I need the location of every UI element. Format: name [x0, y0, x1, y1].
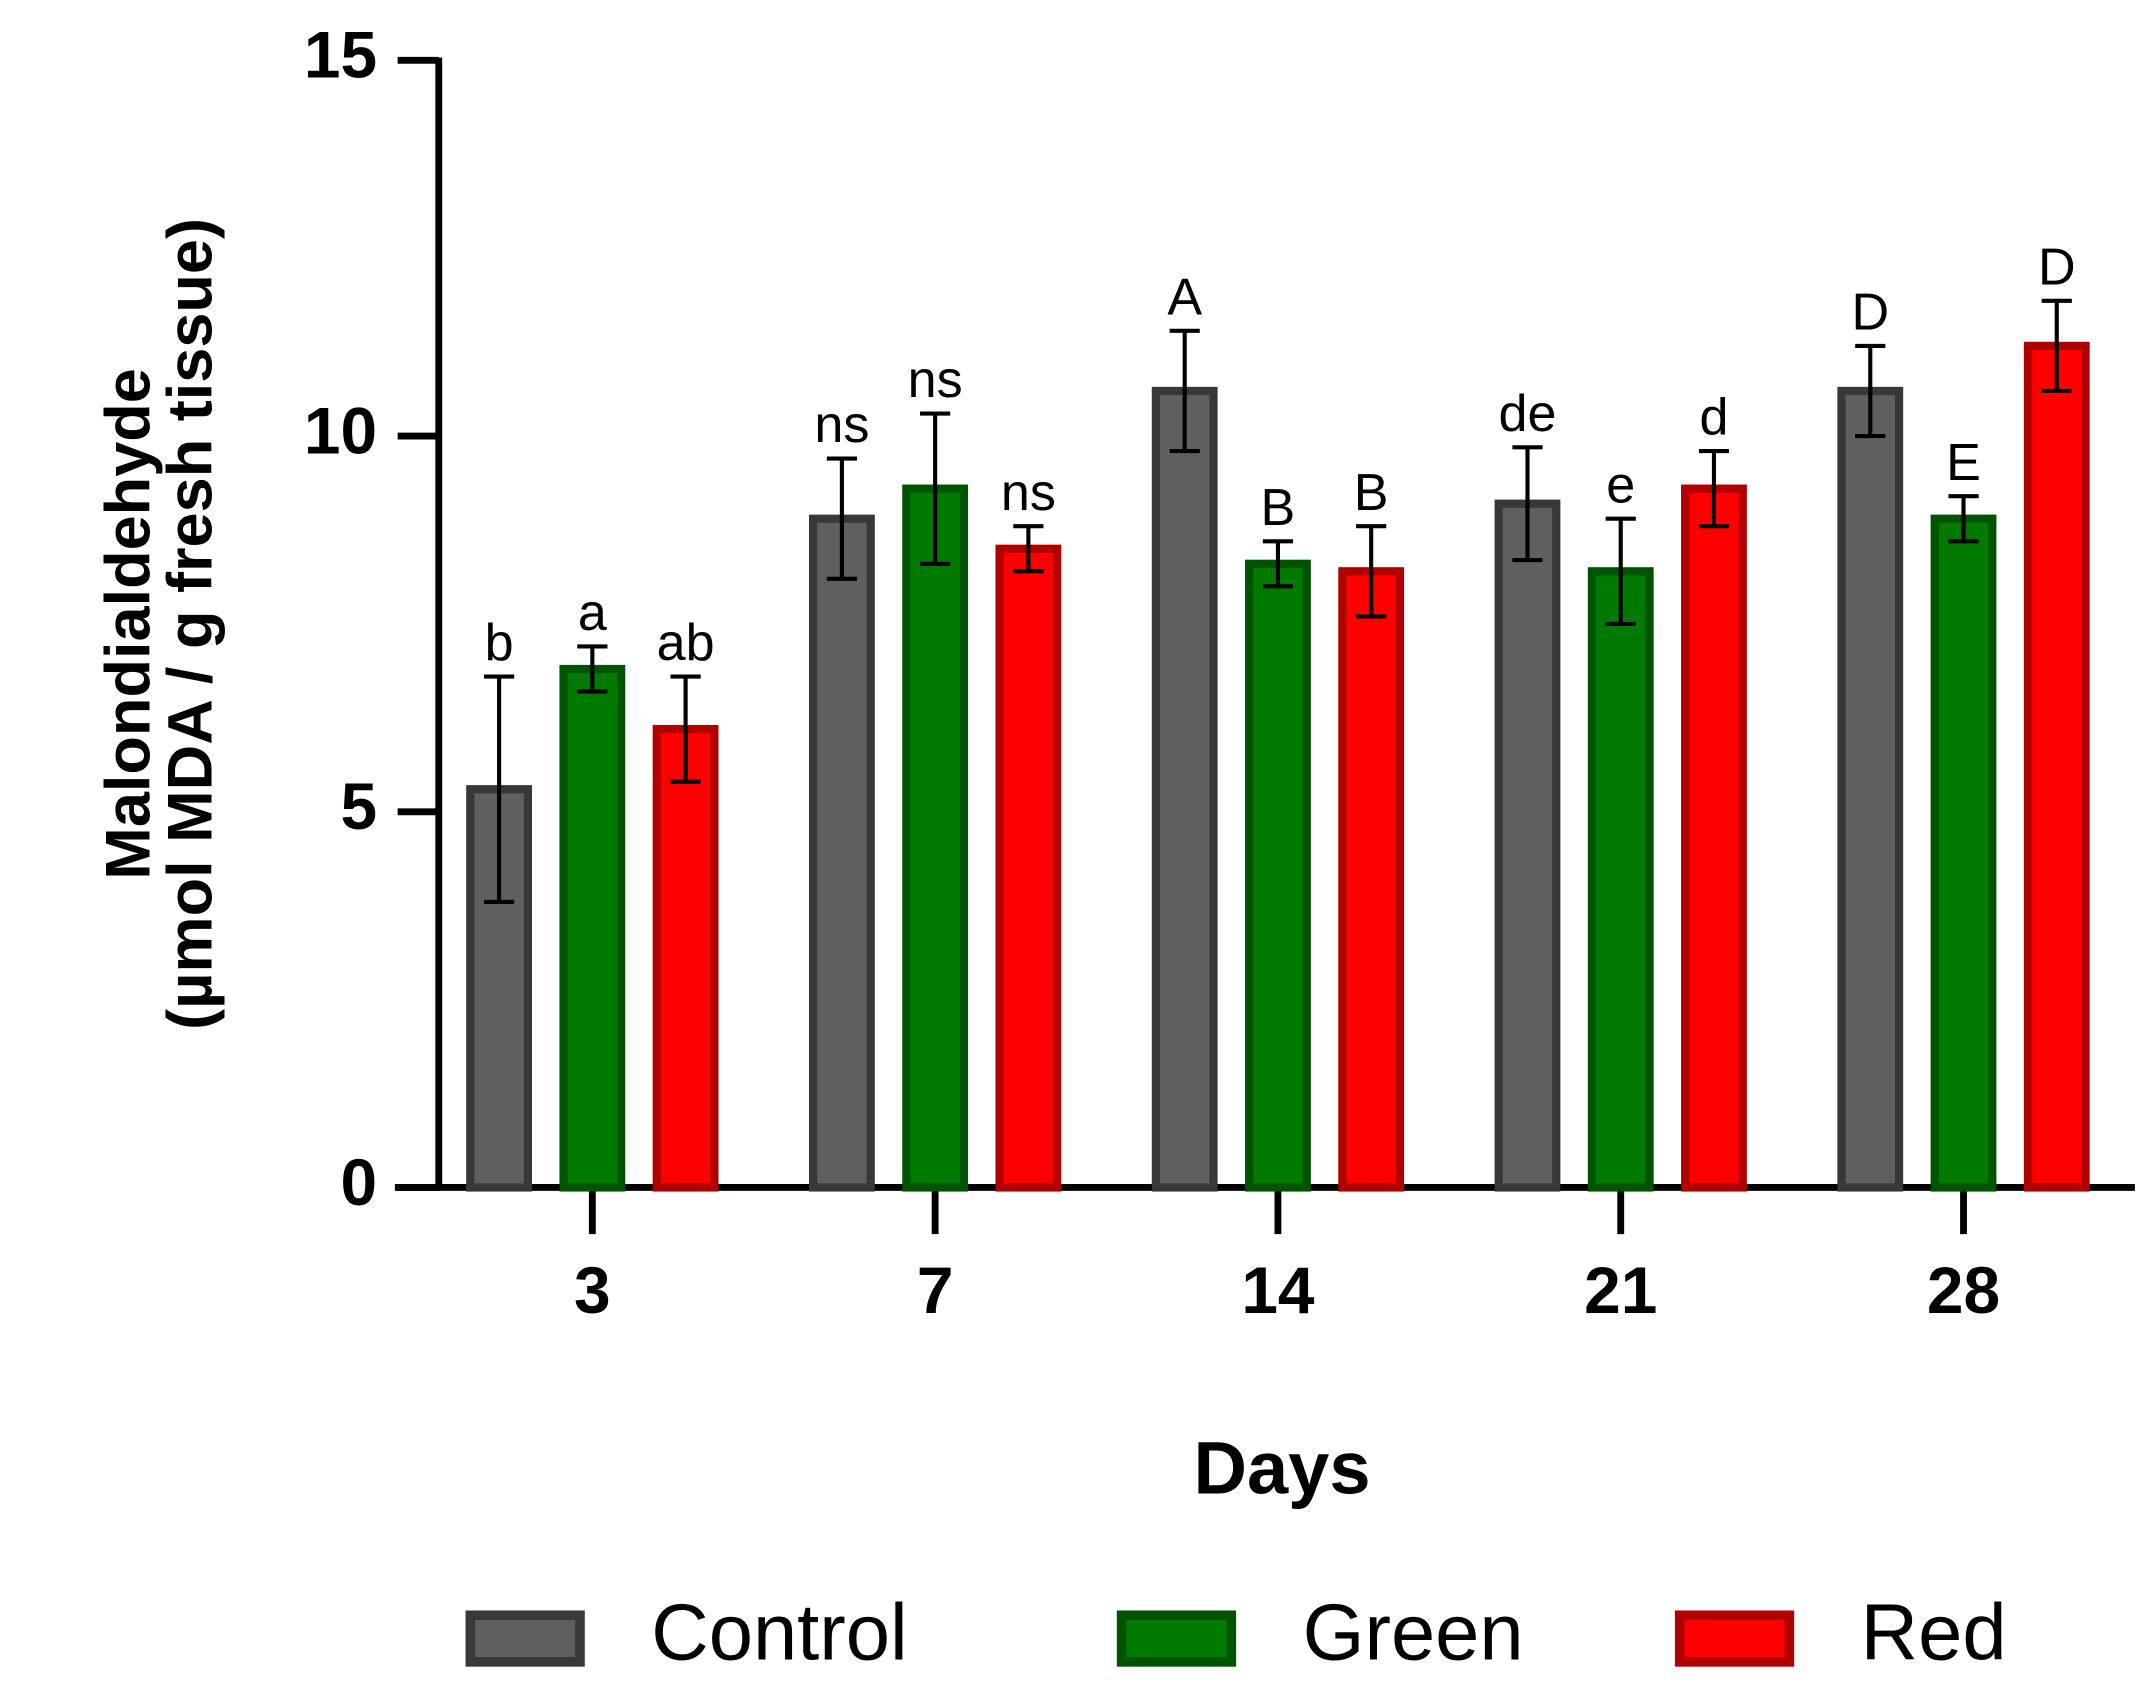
y-axis-title: Malondialdehyde [94, 368, 164, 880]
error-bar [1698, 449, 1730, 529]
x-tick-label: 3 [574, 1253, 611, 1327]
significance-label: B [1354, 464, 1389, 522]
legend-label: Red [1861, 1588, 2007, 1677]
error-bar [1512, 445, 1543, 563]
error-bar [2041, 298, 2072, 394]
bar [1837, 386, 1904, 1192]
error-bar [1356, 524, 1387, 619]
significance-label: b [485, 614, 514, 672]
error-bar [1013, 524, 1044, 574]
error-bar [484, 674, 515, 904]
bar [1338, 567, 1405, 1192]
y-tick-label: 5 [340, 769, 377, 843]
significance-label: A [1167, 268, 1202, 326]
significance-label: de [1499, 385, 1557, 443]
legend-swatch [465, 1610, 585, 1667]
significance-label: ab [657, 614, 715, 672]
y-tick-label: 15 [304, 18, 377, 92]
bar [1587, 567, 1654, 1192]
bar [1681, 484, 1747, 1192]
significance-label: B [1261, 479, 1296, 537]
y-axis-title: (µmol MDA / g fresh tissue) [155, 218, 225, 1030]
bar [2023, 341, 2090, 1192]
significance-label: E [1946, 434, 1981, 492]
bar [995, 544, 1062, 1192]
error-bar [1262, 539, 1294, 589]
error-bar [1169, 328, 1200, 454]
bar [1245, 559, 1311, 1192]
error-bar [1605, 516, 1636, 626]
legend-label: Green [1303, 1588, 1524, 1677]
error-bar [670, 674, 701, 784]
significance-label: D [2038, 238, 2076, 296]
x-tick-label: 28 [1927, 1253, 2000, 1327]
x-tick-label: 7 [917, 1253, 954, 1327]
significance-label: ns [1001, 464, 1056, 522]
x-axis-title: Days [1194, 1427, 1371, 1510]
significance-label: d [1699, 389, 1728, 447]
bar [902, 484, 969, 1192]
error-bar [826, 456, 857, 581]
x-tick-label: 21 [1584, 1253, 1657, 1327]
significance-label: D [1851, 283, 1889, 341]
bar [1930, 514, 1997, 1192]
bar [1494, 499, 1561, 1192]
bar [1151, 386, 1218, 1192]
error-bar [1855, 343, 1886, 439]
bar [808, 514, 875, 1192]
significance-label: ns [814, 396, 869, 454]
legend-label: Control [651, 1588, 907, 1677]
x-tick-label: 14 [1241, 1253, 1315, 1327]
error-bar [577, 644, 608, 694]
error-bar [1948, 494, 1979, 544]
bar [652, 724, 719, 1192]
significance-label: a [578, 584, 607, 642]
error-bar [920, 411, 951, 566]
y-tick-label: 10 [304, 393, 377, 467]
bar [559, 664, 626, 1192]
significance-label: ns [908, 351, 963, 409]
legend-swatch [1116, 1610, 1237, 1667]
legend-swatch [1674, 1610, 1795, 1667]
significance-label: e [1606, 456, 1635, 514]
y-tick-label: 0 [340, 1145, 377, 1219]
